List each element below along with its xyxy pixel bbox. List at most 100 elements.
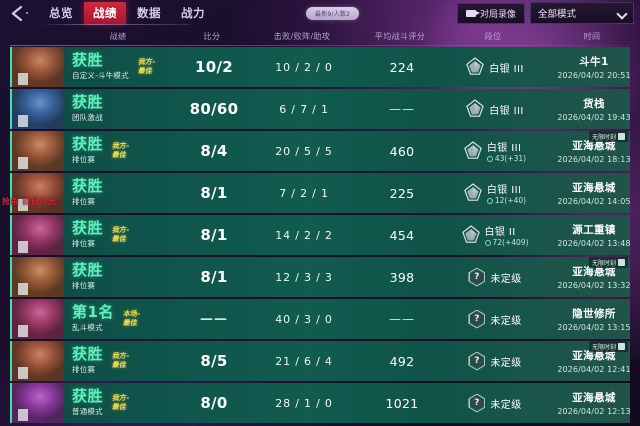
mvp-line-1: 我方- xyxy=(111,394,131,403)
mvp-line-1: 我方- xyxy=(111,142,131,151)
match-mode-tag: 无限时刻 xyxy=(588,131,628,142)
match-timestamp: 2026/04/02 12:41 xyxy=(557,365,630,374)
match-result: 获胜 xyxy=(72,218,104,237)
match-timestamp: 2026/04/02 12:13 xyxy=(557,407,630,416)
rank-points: 43(+31) xyxy=(486,154,526,163)
avatar-detail xyxy=(18,283,28,295)
tab-power[interactable]: 战力 xyxy=(181,6,205,20)
time-cell: 亚海悬城 2026/04/02 18:13 xyxy=(542,131,630,171)
combat-rating: 460 xyxy=(389,143,415,159)
rank-cell: ? 未定级 xyxy=(448,383,542,423)
match-score: 8/0 xyxy=(200,394,228,412)
score-cell: 8/1 xyxy=(176,257,252,297)
watermark-text: 抢杀 白日の光 xyxy=(2,197,57,206)
avatar-detail xyxy=(18,157,28,169)
score-cell: 8/4 xyxy=(176,131,252,171)
match-kda: 28 / 1 / 0 xyxy=(275,396,333,410)
match-mode: 排位赛 xyxy=(72,197,96,207)
kda-cell: 10 / 2 / 0 xyxy=(252,47,356,87)
match-row[interactable]: 获胜 自定义-斗牛模式 我方- 最佳 10/2 10 / 2 / 0 224 白银 III 斗牛… xyxy=(10,47,630,87)
replay-button[interactable]: 对局录像 xyxy=(456,2,525,24)
match-row[interactable]: 获胜 排位赛 8/1 7 / 2 / 1 225 白银 III 12(+40) 亚海悬城 202… xyxy=(10,173,630,213)
combat-rating: 224 xyxy=(389,59,415,75)
mvp-line-1: 我方- xyxy=(111,352,131,361)
result-cell: 获胜 普通模式 我方- 最佳 xyxy=(64,383,176,423)
match-score: 80/60 xyxy=(189,100,239,118)
rank-cell: ? 未定级 xyxy=(448,257,542,297)
match-row[interactable]: 第1名 乱斗模式 本场- 最佳 —— 40 / 3 / 0 ——? 未定级 隐世修所 2026/0… xyxy=(10,299,630,339)
result-cell: 获胜 排位赛 我方- 最佳 xyxy=(64,131,176,171)
kda-cell: 40 / 3 / 0 xyxy=(252,299,356,339)
match-score: 8/4 xyxy=(200,142,228,160)
match-mode: 排位赛 xyxy=(72,239,96,249)
combat-rating: 454 xyxy=(389,227,415,243)
result-cell: 获胜 排位赛 xyxy=(64,173,176,213)
tab-match-history[interactable]: 战绩 xyxy=(84,2,126,24)
avatar-detail xyxy=(18,325,28,337)
player-avatar xyxy=(12,173,64,213)
match-row[interactable]: 获胜 普通模式 我方- 最佳 8/0 28 / 1 / 0 1021? 未定级 亚海悬城 2026… xyxy=(10,383,630,423)
rank-name: 未定级 xyxy=(490,399,522,411)
rating-cell: 224 xyxy=(356,47,448,87)
col-header-kda: 击败/败阵/助攻 xyxy=(273,31,331,41)
mvp-line-2: 最佳 xyxy=(111,151,128,159)
back-button[interactable] xyxy=(10,5,28,21)
col-header-time: 时间 xyxy=(583,31,601,41)
nav-tabs: 总览 战绩 数据 战力 xyxy=(40,2,214,24)
back-dot xyxy=(26,12,28,14)
rank-name: 白银 III xyxy=(489,63,524,75)
rating-cell: 460 xyxy=(356,131,448,171)
rank-unranked-icon: ? xyxy=(468,393,486,413)
avatar-detail xyxy=(18,73,28,85)
match-list: 获胜 自定义-斗牛模式 我方- 最佳 10/2 10 / 2 / 0 224 白银 III 斗牛… xyxy=(0,46,640,423)
rank-gem-icon xyxy=(466,57,485,75)
rank-unranked-icon: ? xyxy=(468,309,486,329)
col-header-result: 战绩 xyxy=(109,31,127,41)
col-header-rating: 平均战斗评分 xyxy=(374,31,426,41)
rank-name: 未定级 xyxy=(490,273,522,285)
tab-stats[interactable]: 数据 xyxy=(137,6,161,20)
player-avatar xyxy=(12,383,64,423)
mode-filter-select[interactable]: 全部模式 xyxy=(530,2,634,24)
result-cell: 获胜 排位赛 我方- 最佳 xyxy=(64,341,176,381)
score-cell: 10/2 xyxy=(176,47,252,87)
map-name: 斗牛1 xyxy=(579,56,609,68)
top-navigation-bar: 总览 战绩 数据 战力 最新9/人数2 对局录像 全部模式 xyxy=(0,0,640,26)
tab-overview[interactable]: 总览 xyxy=(49,6,73,20)
mvp-badge: 我方- 最佳 xyxy=(106,394,131,412)
player-avatar xyxy=(12,215,64,255)
rank-points: 72(+409) xyxy=(484,238,529,247)
score-cell: 8/5 xyxy=(176,341,252,381)
map-name: 源工重镇 xyxy=(572,224,616,236)
combat-rating: —— xyxy=(389,102,415,116)
mode-filter-value: 全部模式 xyxy=(538,9,577,20)
rank-unranked-icon: ? xyxy=(468,351,486,371)
match-result: 获胜 xyxy=(72,50,104,69)
match-timestamp: 2026/04/02 13:48 xyxy=(557,239,630,248)
rank-name: 白银 II xyxy=(484,227,516,238)
match-kda: 6 / 7 / 1 xyxy=(279,102,329,116)
match-row[interactable]: 无限时刻 获胜 排位赛 我方- 最佳 8/5 21 / 6 / 4 492? 未定级 亚海悬城 20… xyxy=(10,341,630,381)
match-result: 获胜 xyxy=(72,176,104,195)
video-camera-icon xyxy=(465,9,480,17)
match-row[interactable]: 获胜 团队激战 80/60 6 / 7 / 1 —— 白银 III 货栈 2026/04/02… xyxy=(10,89,630,129)
map-name: 亚海悬城 xyxy=(572,140,616,152)
rank-name: 白银 III xyxy=(486,143,522,154)
mvp-line-1: 本场- xyxy=(122,310,141,319)
match-row[interactable]: 获胜 排位赛 我方- 最佳 8/1 14 / 2 / 2 454 白银 II 72(+409) 源… xyxy=(10,215,630,255)
match-row[interactable]: 无限时刻 获胜 排位赛 我方- 最佳 8/4 20 / 5 / 5 460 白银 III 43(+… xyxy=(10,131,630,171)
result-cell: 获胜 排位赛 xyxy=(64,257,176,297)
avatar-detail xyxy=(18,199,28,211)
rank-points: 12(+40) xyxy=(486,196,526,205)
mvp-badge: 我方- 最佳 xyxy=(132,58,155,76)
avatar-detail xyxy=(18,115,28,127)
combat-rating: 225 xyxy=(389,185,415,201)
score-cell: 80/60 xyxy=(176,89,252,129)
rating-cell: 492 xyxy=(356,341,448,381)
match-result: 获胜 xyxy=(72,134,104,153)
rating-cell: 398 xyxy=(356,257,448,297)
rank-gem-icon xyxy=(466,99,485,117)
match-score: 8/1 xyxy=(200,268,228,286)
match-row[interactable]: 无限时刻 获胜 排位赛 8/1 12 / 3 / 3 398? 未定级 亚海悬城 2026/04… xyxy=(10,257,630,297)
